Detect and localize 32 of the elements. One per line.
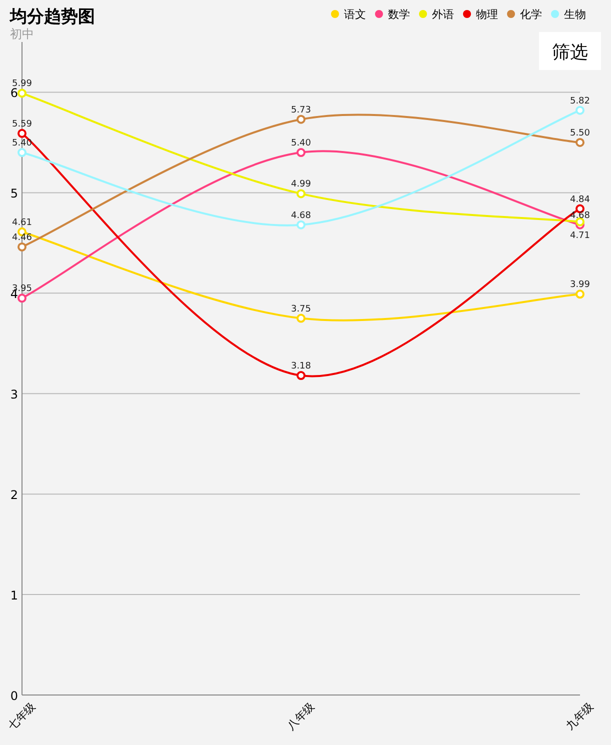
data-label: 3.18 <box>290 362 312 372</box>
data-label: 4.71 <box>570 230 590 241</box>
legend-label: 物理 <box>476 8 498 21</box>
y-tick-label: 5 <box>10 186 18 201</box>
data-label: 5.40 <box>290 138 312 149</box>
legend-label: 生物 <box>564 8 586 21</box>
data-label: 3.75 <box>290 304 312 314</box>
data-label: 4.46 <box>12 232 32 243</box>
data-label: 4.68 <box>290 210 312 221</box>
data-label: 4.84 <box>570 194 590 205</box>
data-label: 5.82 <box>570 96 590 106</box>
legend-label: 数学 <box>388 8 410 21</box>
chart-title: 均分趋势图 <box>9 7 95 27</box>
button: 筛选 <box>539 32 601 70</box>
data-label: 5.73 <box>290 105 312 116</box>
data-label: 4.61 <box>12 218 32 228</box>
y-tick-label: 2 <box>10 488 18 502</box>
y-tick-label: 1 <box>10 588 18 603</box>
data-label: 5.50 <box>570 128 590 138</box>
chart-subtitle: 初中 <box>10 27 34 41</box>
legend-label: 语文 <box>344 8 366 21</box>
data-label: 4.68 <box>570 210 590 221</box>
annotation: 筛选 <box>552 42 588 63</box>
x-tick-label: 九年级 <box>564 700 596 732</box>
data-label: 4.99 <box>290 180 312 190</box>
data-label: 5.59 <box>12 119 32 130</box>
data-label: 3.99 <box>570 280 590 290</box>
data-label: 5.40 <box>12 138 32 149</box>
x-tick-label: 八年级 <box>284 700 318 732</box>
legend-label: 化学 <box>520 8 542 21</box>
y-tick-label: 3 <box>10 388 18 402</box>
legend-label: 外语 <box>432 8 454 21</box>
